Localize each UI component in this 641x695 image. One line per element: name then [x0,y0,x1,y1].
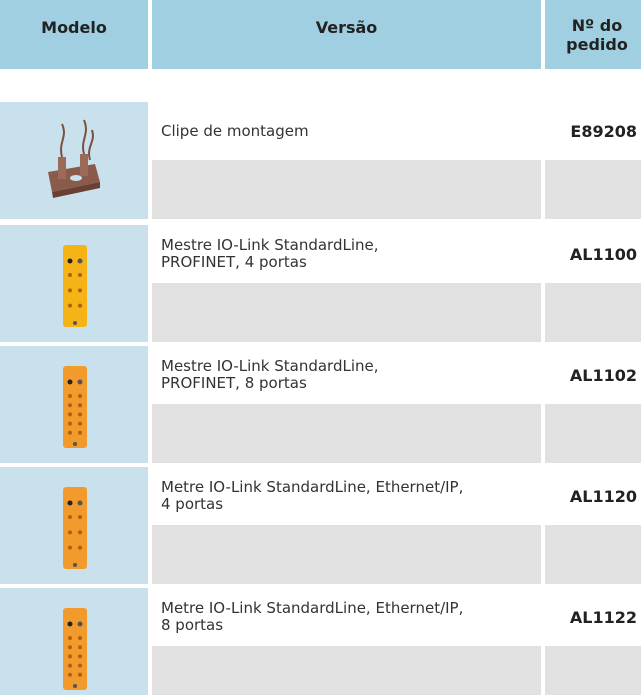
version-filler [152,283,541,342]
order-number: E89208 [570,121,637,141]
order-number: AL1100 [569,244,637,264]
order-filler [545,646,641,695]
version-text: Clipe de montagem [161,121,309,140]
version-filler [152,404,541,463]
order-filler [545,525,641,584]
version-filler [152,525,541,584]
module-image [63,608,87,690]
version-text: Metre IO-Link StandardLine, Ethernet/IP,… [161,599,464,634]
model-image-cell [0,588,148,695]
header-cell: Modelo [0,0,148,69]
order-number: AL1122 [569,607,637,627]
version-filler [152,646,541,695]
module-image [63,245,87,327]
model-image-cell [0,225,148,342]
module-image [63,366,87,448]
header-cell: Versão [152,0,541,69]
version-text: Metre IO-Link StandardLine, Ethernet/IP,… [161,478,464,513]
version-text: Mestre IO-Link StandardLine, PROFINET, 8… [161,357,379,392]
order-filler [545,404,641,463]
clip-image [48,119,100,198]
header-cell: Nº do pedido [545,0,641,69]
order-number: AL1120 [569,486,637,506]
module-image [63,487,87,569]
version-text: Mestre IO-Link StandardLine, PROFINET, 4… [161,236,379,271]
order-number: AL1102 [569,365,637,385]
order-filler [545,160,641,219]
model-image-cell [0,102,148,219]
order-filler [545,283,641,342]
model-image-cell [0,467,148,584]
version-filler [152,160,541,219]
model-image-cell [0,346,148,463]
